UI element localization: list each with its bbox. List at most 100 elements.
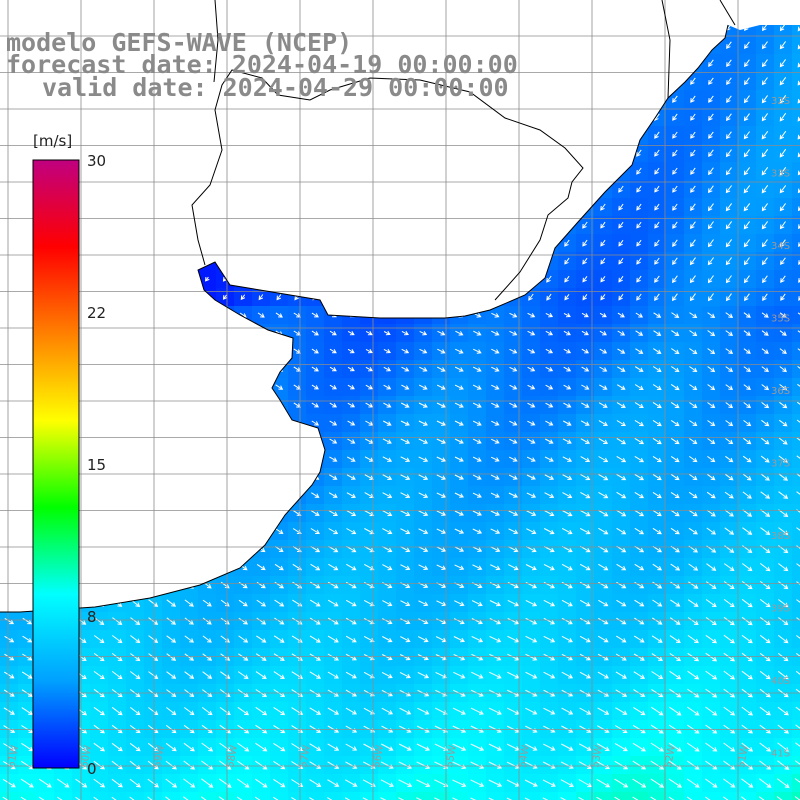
wind-arrow <box>761 185 769 194</box>
wind-arrow <box>672 95 678 103</box>
wind-arrow <box>472 366 482 372</box>
wind-arrow <box>309 779 322 787</box>
wind-arrow <box>708 59 714 67</box>
wind-cell <box>792 162 800 181</box>
wind-arrow <box>725 185 733 194</box>
wind-arrow <box>651 706 664 716</box>
wind-arrow <box>346 456 356 462</box>
wind-arrow <box>488 797 503 800</box>
wind-arrow <box>166 671 177 679</box>
wind-arrow <box>4 671 15 679</box>
wind-arrow <box>633 706 646 716</box>
wind-arrow <box>545 366 554 372</box>
wind-arrow <box>311 312 319 318</box>
wind-arrow <box>38 796 52 800</box>
wind-arrow <box>777 742 790 752</box>
wind-arrow <box>454 546 465 552</box>
wind-arrow <box>419 348 428 354</box>
wind-cell <box>792 612 800 631</box>
wind-arrow <box>418 438 429 444</box>
wind-arrow <box>327 707 340 715</box>
wind-arrow <box>165 778 178 788</box>
wind-cell <box>792 414 800 433</box>
wind-arrow <box>236 778 250 788</box>
wind-arrow <box>255 760 268 770</box>
wind-arrow <box>508 546 519 553</box>
wind-arrow <box>454 600 465 607</box>
wind-arrow <box>744 59 750 68</box>
wind-arrow <box>488 707 502 715</box>
wind-arrow <box>690 239 696 248</box>
wind-arrow <box>744 41 750 49</box>
wind-arrow <box>741 706 753 716</box>
wind-arrow <box>688 581 699 589</box>
wind-arrow <box>598 491 609 499</box>
wind-arrow <box>562 456 573 462</box>
wind-arrow <box>705 796 718 800</box>
wind-cell <box>306 792 325 800</box>
wind-arrow <box>344 797 358 800</box>
wind-arrow <box>111 724 123 734</box>
wind-arrow <box>111 796 123 800</box>
wind-arrow <box>762 25 768 32</box>
wind-arrow <box>489 617 502 625</box>
wind-arrow <box>690 113 696 121</box>
wind-arrow <box>668 760 682 770</box>
wind-arrow <box>563 312 571 318</box>
wind-arrow <box>741 634 753 644</box>
wind-arrow <box>311 402 320 408</box>
wind-arrow <box>707 438 716 445</box>
wind-arrow <box>4 653 15 661</box>
wind-arrow <box>454 420 464 426</box>
wind-arrow <box>634 366 644 372</box>
wind-arrow <box>797 366 800 373</box>
wind-arrow <box>329 384 337 390</box>
wind-arrow <box>399 707 412 715</box>
wind-arrow <box>652 366 662 373</box>
wind-arrow <box>471 653 484 661</box>
wind-arrow <box>508 510 519 516</box>
wind-cell <box>774 25 793 37</box>
wind-arrow <box>544 456 554 462</box>
wind-arrow <box>309 653 321 661</box>
wind-arrow <box>509 438 518 444</box>
wind-arrow <box>472 456 482 462</box>
wind-arrow <box>20 796 34 800</box>
wind-arrow <box>687 724 700 734</box>
wind-arrow <box>688 527 698 535</box>
wind-arrow <box>417 671 430 679</box>
wind-arrow <box>347 348 355 354</box>
wind-arrow <box>725 366 734 372</box>
latitude-label: 33S <box>771 169 790 180</box>
wind-arrow <box>364 528 375 535</box>
wind-arrow <box>780 239 786 248</box>
wind-arrow <box>654 221 660 229</box>
wind-arrow <box>365 384 374 390</box>
wind-arrow <box>183 724 195 734</box>
wind-arrow <box>129 707 141 716</box>
wind-arrow <box>726 131 732 140</box>
wind-arrow <box>598 473 609 481</box>
wind-arrow <box>525 599 538 607</box>
wind-arrow <box>743 330 751 336</box>
wind-arrow <box>726 41 732 49</box>
wind-arrow <box>184 599 194 607</box>
wind-arrow <box>200 796 214 800</box>
wind-arrow <box>419 366 428 372</box>
wind-arrow <box>3 707 15 715</box>
wind-cell <box>792 270 800 289</box>
wind-arrow <box>256 599 267 607</box>
wind-arrow <box>273 742 286 752</box>
wind-arrow <box>400 618 411 625</box>
wind-arrow <box>238 599 248 607</box>
wind-cell <box>396 792 415 800</box>
wind-arrow <box>436 564 447 570</box>
wind-arrow <box>636 185 642 193</box>
wind-arrow <box>454 438 464 444</box>
wind-arrow <box>578 796 593 800</box>
wind-cell <box>792 558 800 577</box>
wind-arrow <box>471 671 484 679</box>
wind-arrow <box>345 617 357 625</box>
wind-arrow <box>346 563 357 571</box>
wind-arrow <box>759 670 771 680</box>
